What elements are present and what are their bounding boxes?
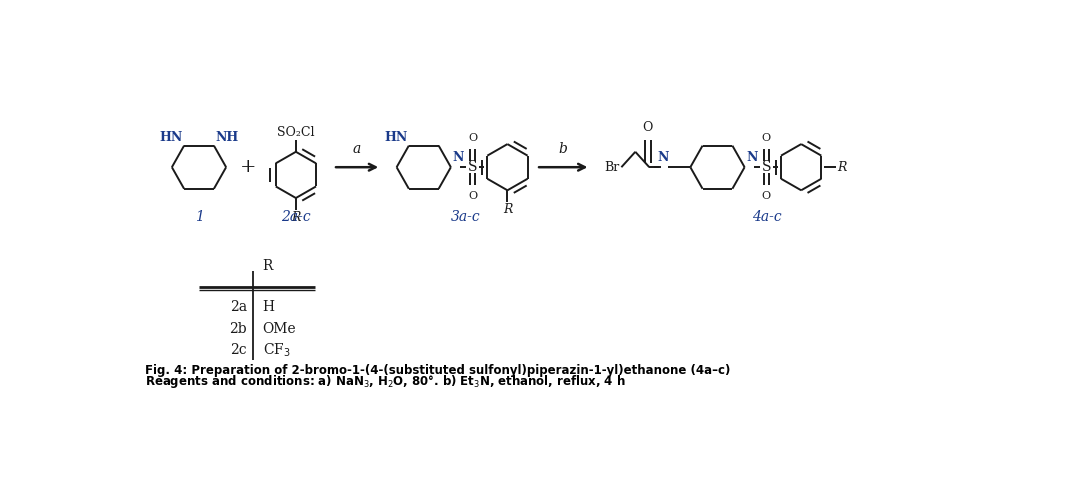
Text: Reagents and conditions: a) NaN$_3$, H$_2$O, 80°. b) Et$_3$N, ethanol, reflux, 4: Reagents and conditions: a) NaN$_3$, H$_… bbox=[145, 374, 625, 391]
Text: R: R bbox=[263, 259, 273, 273]
Text: S: S bbox=[761, 160, 771, 174]
Text: SO₂Cl: SO₂Cl bbox=[277, 126, 314, 139]
Text: HN: HN bbox=[160, 131, 182, 144]
Text: H: H bbox=[263, 300, 275, 314]
Text: N: N bbox=[453, 151, 463, 164]
Text: HN: HN bbox=[384, 131, 407, 144]
Text: OMe: OMe bbox=[263, 322, 296, 336]
Text: 1: 1 bbox=[195, 210, 203, 224]
Text: Br: Br bbox=[605, 161, 620, 174]
Text: R: R bbox=[837, 161, 847, 174]
Text: 3a-c: 3a-c bbox=[450, 210, 480, 224]
Text: 4a-c: 4a-c bbox=[752, 210, 782, 224]
Text: Fig. 4: Preparation of 2-bromo-1-(4-(substituted sulfonyl)piperazin-1-yl)ethanon: Fig. 4: Preparation of 2-bromo-1-(4-(sub… bbox=[145, 364, 731, 377]
Text: O: O bbox=[761, 133, 771, 144]
Text: O: O bbox=[468, 133, 477, 144]
Text: a: a bbox=[353, 142, 361, 155]
Text: S: S bbox=[468, 160, 477, 174]
Text: CF$_3$: CF$_3$ bbox=[263, 342, 291, 359]
Text: 2a-c: 2a-c bbox=[281, 210, 311, 224]
Text: R: R bbox=[291, 211, 300, 224]
Text: 2c: 2c bbox=[230, 344, 247, 357]
Text: O: O bbox=[642, 121, 652, 134]
Text: O: O bbox=[761, 191, 771, 201]
Text: 2a: 2a bbox=[230, 300, 247, 314]
Text: b: b bbox=[559, 142, 568, 155]
Text: NH: NH bbox=[215, 131, 239, 144]
Text: R: R bbox=[503, 203, 512, 216]
Text: N: N bbox=[657, 151, 669, 164]
Text: N: N bbox=[747, 151, 757, 164]
Text: 2b: 2b bbox=[229, 322, 247, 336]
Text: O: O bbox=[468, 191, 477, 201]
Text: +: + bbox=[240, 158, 256, 176]
